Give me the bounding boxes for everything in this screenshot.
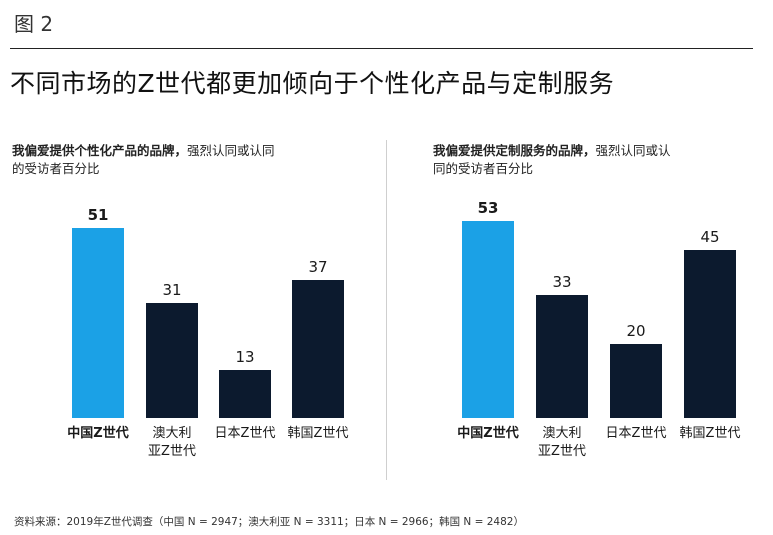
category-label-line: 韩国Z世代 [287, 426, 349, 441]
bar-value-label: 37 [308, 258, 328, 277]
category-label: 澳大利亚Z世代 [132, 425, 212, 461]
bar-value-label: 20 [626, 321, 646, 340]
headline: 不同市场的Z世代都更加倾向于个性化产品与定制服务 [10, 69, 615, 98]
chart-subtitle-rest: 强烈认同或认 [595, 143, 671, 158]
bar-1 [462, 220, 514, 418]
chart-subtitle-line2: 的受访者百分比 [12, 161, 100, 176]
category-label: 澳大利亚Z世代 [522, 425, 602, 461]
bar-4 [292, 280, 344, 418]
category-label: 中国Z世代 [58, 425, 138, 443]
bar-1 [72, 228, 124, 418]
top-rule [10, 48, 753, 49]
category-label-line: 澳大利 [152, 426, 192, 441]
category-label-line: 日本Z世代 [605, 426, 667, 441]
category-label-line: 澳大利 [542, 426, 582, 441]
category-label-line: 中国Z世代 [67, 426, 129, 441]
bar-3 [219, 369, 271, 418]
chart-subtitle-rest: 强烈认同或认同 [187, 143, 275, 158]
panel-divider [386, 140, 387, 480]
chart-subtitle: 我偏爱提供定制服务的品牌，强烈认同或认 同的受访者百分比 [433, 142, 671, 178]
chart-subtitle-line2: 同的受访者百分比 [433, 161, 534, 176]
bar-value-label: 53 [477, 198, 499, 217]
bar-value-label: 13 [235, 347, 255, 366]
chart-subtitle-bold: 我偏爱提供个性化产品的品牌， [12, 143, 188, 158]
category-label: 日本Z世代 [596, 425, 676, 443]
bar-value-label: 45 [700, 228, 720, 247]
source-note: 资料来源：2019年Z世代调查（中国 N = 2947；澳大利亚 N = 331… [14, 516, 524, 528]
category-label-line: 中国Z世代 [457, 426, 519, 441]
bar-2 [146, 302, 198, 418]
bar-value-label: 33 [552, 273, 572, 292]
bar-4 [684, 250, 736, 418]
category-label: 中国Z世代 [448, 425, 528, 443]
chart-subtitle: 我偏爱提供个性化产品的品牌，强烈认同或认同 的受访者百分比 [12, 142, 275, 178]
category-label-line: 亚Z世代 [538, 444, 586, 459]
figure-label: 图 2 [14, 12, 54, 36]
bar-value-label: 51 [87, 206, 109, 225]
category-label-line: 韩国Z世代 [679, 426, 741, 441]
chart-subtitle-bold: 我偏爱提供定制服务的品牌， [433, 143, 596, 158]
category-label-line: 亚Z世代 [148, 444, 196, 459]
chart-panel-custom-services: 我偏爱提供定制服务的品牌，强烈认同或认 同的受访者百分比 53 中国Z世代 33 澳大… [387, 0, 773, 535]
category-label: 韩国Z世代 [670, 425, 750, 443]
category-label-line: 日本Z世代 [214, 426, 276, 441]
chart-panel-personalized-products: 我偏爱提供个性化产品的品牌，强烈认同或认同 的受访者百分比 51 中国Z世代 31 澳… [0, 0, 386, 535]
bar-3 [610, 343, 662, 418]
category-label: 日本Z世代 [205, 425, 285, 443]
bar-value-label: 31 [162, 280, 182, 299]
bar-2 [536, 295, 588, 418]
category-label: 韩国Z世代 [278, 425, 358, 443]
